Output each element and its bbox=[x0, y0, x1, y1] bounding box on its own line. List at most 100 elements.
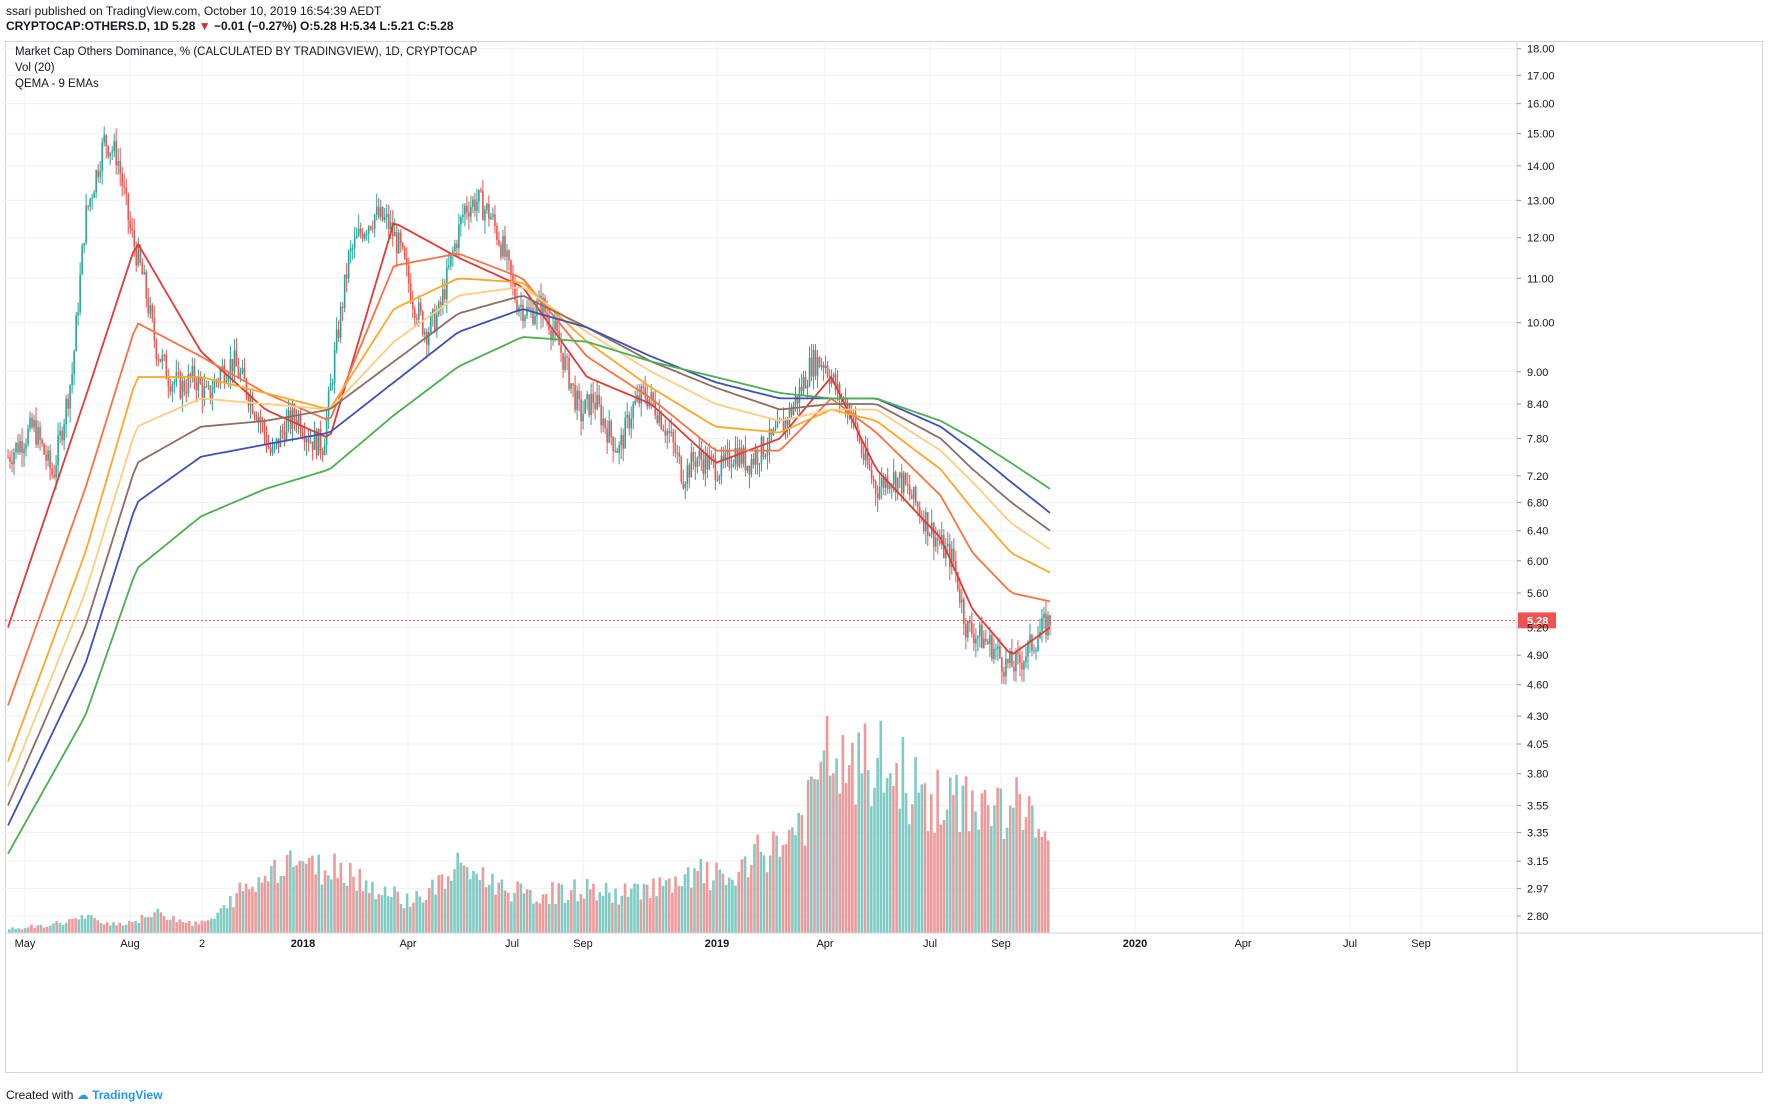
candle-body bbox=[540, 295, 542, 317]
volume-bar bbox=[254, 891, 257, 933]
candle-body bbox=[670, 431, 673, 434]
volume-bar bbox=[36, 925, 40, 933]
price-tick-label: 4.90 bbox=[1527, 650, 1548, 662]
candle-body bbox=[634, 400, 637, 405]
volume-bar bbox=[484, 887, 488, 933]
time-tick-label: May bbox=[15, 938, 36, 950]
candle-body bbox=[596, 395, 598, 410]
candle-body bbox=[285, 419, 288, 441]
candle-body bbox=[554, 321, 556, 330]
chart-border bbox=[5, 41, 1763, 1073]
price-chart[interactable]: 5.28 18.00 17.00 16.00 15.00 14.00 13.00 12.00… bbox=[5, 41, 1763, 1073]
candle-body bbox=[900, 472, 903, 493]
symbol[interactable]: CRYPTOCAP:OTHERS.D, 1D bbox=[6, 19, 169, 33]
candle-body bbox=[955, 561, 957, 572]
candle-body bbox=[502, 235, 504, 257]
time-axis[interactable]: May Aug 2 2018 Apr Jul Sep 2019 Apr Jul Sep 2020 Apr… bbox=[5, 932, 1763, 950]
volume-bar bbox=[333, 853, 336, 933]
candle-body bbox=[1025, 656, 1027, 662]
price-tick-label: 14.00 bbox=[1527, 161, 1555, 173]
volume-bar bbox=[762, 855, 766, 933]
volume-bar bbox=[314, 874, 317, 933]
price-tick-label: 3.35 bbox=[1527, 827, 1548, 839]
candle-body bbox=[860, 442, 863, 454]
volume-bar bbox=[30, 924, 33, 933]
candle-body bbox=[530, 308, 532, 310]
volume-bar bbox=[102, 924, 106, 933]
volume-bar bbox=[876, 757, 879, 933]
candle-body bbox=[894, 472, 897, 493]
candle-body bbox=[283, 431, 286, 441]
volume-bar bbox=[225, 908, 229, 933]
candle-body bbox=[650, 392, 653, 400]
tradingview-brand[interactable]: TradingView bbox=[92, 1088, 163, 1102]
volume-bar bbox=[907, 824, 911, 933]
candle-body bbox=[15, 443, 17, 453]
open-value: O:5.28 bbox=[300, 19, 337, 33]
volume-bar bbox=[882, 792, 886, 933]
volume-bar bbox=[380, 895, 384, 933]
candle-body bbox=[377, 206, 380, 218]
ema-line-ema4 bbox=[7, 286, 1051, 787]
volume-bar bbox=[1012, 807, 1015, 933]
candle-body bbox=[766, 450, 769, 456]
volume-bar bbox=[690, 887, 693, 933]
candle-body bbox=[866, 448, 869, 465]
candle-body bbox=[868, 464, 871, 470]
volume-bar bbox=[661, 885, 665, 933]
candle-body bbox=[339, 306, 342, 338]
candles bbox=[7, 126, 1051, 685]
candle-body bbox=[704, 452, 707, 474]
volume-bar bbox=[851, 742, 854, 933]
candle-body bbox=[516, 299, 518, 313]
volume-bar bbox=[866, 770, 870, 933]
volume-bar bbox=[598, 892, 602, 933]
volume-bar bbox=[772, 831, 775, 933]
volume-bar bbox=[999, 788, 1003, 933]
volume-bar bbox=[330, 879, 333, 933]
volume-bar bbox=[23, 928, 27, 933]
volume-bar bbox=[1040, 836, 1044, 933]
volume-bar bbox=[175, 922, 178, 933]
candle-body bbox=[81, 245, 83, 275]
ema-line-ema1 bbox=[7, 222, 1051, 655]
chart-area[interactable]: 5.28 18.00 17.00 16.00 15.00 14.00 13.00 12.00… bbox=[5, 41, 1763, 1073]
volume-bar bbox=[990, 825, 993, 933]
volume-bar bbox=[247, 889, 251, 933]
footer: Created with ☁ TradingView bbox=[6, 1088, 163, 1102]
candle-body bbox=[810, 357, 813, 377]
candle-body bbox=[936, 537, 939, 541]
time-tick-label: Jul bbox=[923, 938, 937, 950]
candle-body bbox=[754, 451, 757, 465]
candle-body bbox=[514, 282, 516, 300]
candle-body bbox=[566, 356, 568, 358]
volume-bar bbox=[974, 811, 977, 933]
volume-bar bbox=[847, 765, 851, 933]
candle-body bbox=[977, 636, 979, 639]
candle-body bbox=[105, 135, 107, 147]
candle-body bbox=[117, 160, 120, 166]
price-tick-label: 3.15 bbox=[1527, 856, 1548, 868]
price-tick-label: 2.97 bbox=[1527, 884, 1548, 896]
volume-bar bbox=[513, 892, 516, 933]
candle-body bbox=[267, 446, 270, 448]
volume-bar bbox=[718, 869, 722, 933]
volume-bar bbox=[74, 918, 77, 933]
volume-bar bbox=[806, 780, 810, 933]
candle-body bbox=[564, 356, 566, 370]
candle-body bbox=[1029, 634, 1031, 643]
volume-bar bbox=[39, 924, 43, 933]
candle-body bbox=[89, 198, 91, 207]
volume-bar bbox=[235, 893, 238, 933]
candle-body bbox=[11, 461, 13, 465]
candle-body bbox=[399, 232, 402, 244]
volume-bar bbox=[42, 927, 46, 933]
price-axis[interactable]: 18.00 17.00 16.00 15.00 14.00 13.00 12.00 11.00… bbox=[1516, 41, 1555, 1073]
candle-body bbox=[1003, 671, 1005, 677]
candle-body bbox=[123, 186, 126, 188]
candle-body bbox=[415, 317, 418, 320]
volume-bar bbox=[276, 882, 279, 933]
candle-body bbox=[750, 458, 753, 475]
volume-bar bbox=[298, 860, 302, 933]
volume-bar bbox=[715, 862, 718, 933]
